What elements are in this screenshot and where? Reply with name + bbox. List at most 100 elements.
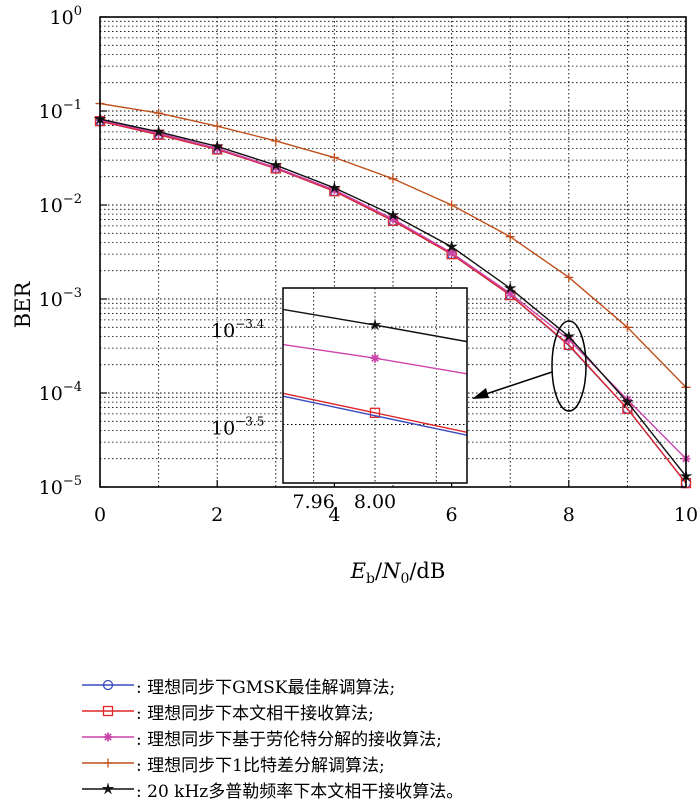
x-title-sub-0: 0 [400,571,409,587]
legend-label-coherent: : 理想同步下本文相干接收算法; [136,703,374,724]
series-layer [93,99,693,489]
data-point-doppler [621,395,634,408]
data-point-onebit [388,174,398,184]
legend-marker-onebit [103,758,113,768]
inset-y-tick-base: 10 [211,418,235,440]
y-tick-exp: −1 [63,98,82,113]
data-point-onebit [329,153,339,163]
inset-line-coherent [282,392,468,433]
inset-x-tick-label: 7.96 [293,491,335,513]
data-point-laurent [388,214,398,224]
legend-label-doppler: : 20 kHz多普勒频率下本文相干接收算法。 [136,781,464,802]
y-tick-exp: −2 [63,192,82,207]
x-title-unit: /dB [409,559,445,583]
inset-line-gmsk [282,395,468,436]
inset-y-tick-exp: −3.4 [235,317,265,331]
inset-point-laurent [370,353,380,363]
y-tick-exp: 0 [74,4,82,19]
legend-marker-laurent [103,732,113,742]
x-tick-label: 10 [674,504,698,526]
x-title-slash: / [375,559,383,583]
zoom-ellipse [551,320,587,412]
legend-label-gmsk: : 理想同步下GMSK最佳解调算法; [136,677,396,698]
x-title-e: E [350,559,366,583]
y-tick-label: 100 [50,4,82,29]
data-point-onebit [271,136,281,146]
y-tick-label: 10−2 [39,192,82,217]
inset-x-tick-label: 8.00 [354,491,396,513]
legend-label-laurent: : 理想同步下基于劳伦特分解的接收算法; [136,729,442,750]
legend-swatch-laurent [82,732,134,742]
data-point-laurent [505,288,515,298]
data-point-doppler [445,240,458,253]
data-point-doppler [503,281,517,294]
y-tick-base: 10 [39,101,63,123]
data-point-onebit [564,272,574,282]
legend-label-onebit: : 理想同步下1比特差分解调算法; [136,755,385,776]
data-point-doppler [269,158,283,171]
inset-point-doppler [368,318,382,331]
x-tick-label: 2 [211,504,223,526]
data-point-doppler [386,208,400,221]
data-point-onebit [447,200,457,210]
y-axis-title: BER [11,281,35,329]
inset-y-tick-exp: −3.5 [235,415,264,429]
legend-entry-onebit: : 理想同步下1比特差分解调算法; [80,750,695,776]
y-tick-base: 10 [50,7,74,29]
y-tick-base: 10 [39,383,63,405]
grid [100,17,686,487]
inset-y-tick-label: 10−3.4 [211,317,265,342]
legend-marker-coherent [102,705,114,717]
x-title-sub-b: b [366,571,375,587]
data-point-doppler [562,329,576,342]
data-point-laurent [271,163,281,173]
legend-swatch-gmsk [82,679,134,691]
y-tick-label: 10−1 [39,98,82,123]
x-tick-label: 4 [328,504,340,526]
y-tick-exp: −5 [63,474,82,489]
x-tick-label: 0 [94,504,106,526]
legend-swatch-onebit [82,758,134,768]
y-tick-exp: −3 [63,286,82,301]
zoom-arrow [479,371,553,397]
plot-frame [99,16,687,488]
x-axis-title: Eb/N0/dB [350,559,446,587]
zoom-arrowhead [472,388,489,399]
y-tick-label: 10−3 [39,286,82,311]
x-tick-labels: 0 2 4 6 8 10 [94,480,698,526]
legend-marker-gmsk [102,679,114,691]
data-point-doppler [210,139,224,152]
data-point-doppler [328,181,341,194]
data-point-laurent [564,335,574,345]
legend-swatch-coherent [82,705,134,717]
inset-frame [282,287,468,484]
inset-y-tick-label: 10−3.5 [211,415,264,440]
x-tick-label: 6 [446,504,458,526]
x-title-n: N [381,559,401,583]
data-point-doppler [152,125,165,138]
inset-x-tick-labels: 7.96 8.00 [293,491,397,513]
legend-entry-laurent: : 理想同步下基于劳伦特分解的接收算法; [80,724,695,750]
inset-zoom: 10−3.410−3.5 7.96 8.00 [211,287,468,513]
inset-y-tick-base: 10 [211,320,235,342]
data-point-laurent [447,248,457,258]
y-tick-label: 10−4 [39,380,82,405]
data-point-onebit [622,322,632,332]
y-tick-base: 10 [39,289,63,311]
data-point-onebit [212,121,222,131]
legend-entry-gmsk: : 理想同步下GMSK最佳解调算法; [80,672,695,698]
y-tick-label: 10−5 [39,474,82,499]
inset-series [282,308,468,436]
legend-swatch-doppler [82,782,134,795]
legend-entry-coherent: : 理想同步下本文相干接收算法; [80,698,695,724]
data-point-onebit [505,232,515,242]
legend: : 理想同步下GMSK最佳解调算法; : 理想同步下本文相干接收算法; : 理想… [80,672,695,802]
y-tick-base: 10 [39,477,63,499]
y-tick-base: 10 [39,195,63,217]
inset-y-tick-labels: 10−3.410−3.5 [211,317,265,440]
data-point-onebit [154,108,164,118]
legend-marker-doppler [101,782,115,795]
y-tick-exp: −4 [63,380,82,395]
